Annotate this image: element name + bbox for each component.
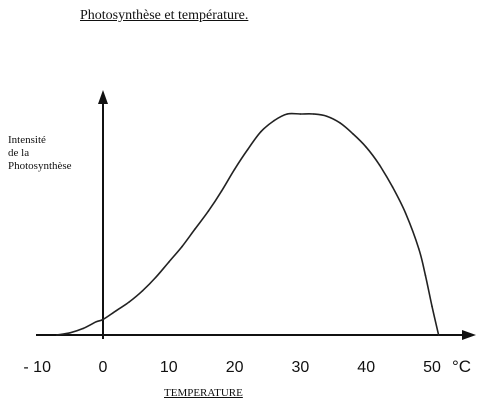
data-point	[207, 210, 210, 212]
data-point	[168, 261, 170, 263]
y-axis-arrow	[98, 90, 108, 104]
data-point	[220, 190, 223, 193]
x-unit-label: °C	[452, 357, 471, 376]
y-axis-label-line-1: Intensité	[8, 134, 46, 146]
data-point	[95, 320, 98, 323]
data-point	[365, 146, 368, 148]
x-tick-label: - 10	[23, 359, 51, 376]
y-axis-label-line-3: Photosynthèse	[8, 160, 72, 172]
data-point	[352, 133, 354, 135]
x-tick-label: 50	[423, 359, 441, 376]
data-point	[233, 168, 236, 171]
data-point	[141, 290, 144, 292]
x-tick-labels: - 10 0 10 20 30 40 50	[23, 359, 441, 376]
data-point	[194, 228, 196, 230]
data-point	[247, 148, 249, 151]
data-point	[437, 334, 440, 336]
data-point	[181, 245, 183, 248]
x-tick-label: 40	[357, 359, 375, 376]
x-axis-label: TEMPERATURE	[164, 387, 243, 399]
x-tick-label: 10	[160, 359, 178, 376]
series-points	[56, 113, 440, 336]
data-point	[299, 113, 302, 115]
y-axis-label-line-2: de la	[8, 147, 30, 159]
x-tick-label: 30	[292, 359, 310, 376]
data-point	[128, 301, 131, 303]
data-point	[339, 122, 341, 124]
data-point	[82, 327, 85, 330]
data-point	[424, 274, 427, 277]
data-point	[404, 212, 407, 215]
data-point	[325, 115, 328, 117]
data-point	[115, 309, 117, 312]
data-point	[378, 164, 381, 166]
data-point	[69, 332, 71, 334]
x-tick-label: 20	[226, 359, 244, 376]
chart-title: Photosynthèse et température.	[80, 8, 249, 23]
x-axis-arrow	[462, 330, 476, 340]
data-point	[286, 113, 289, 115]
data-point	[102, 318, 104, 321]
data-point	[273, 119, 275, 122]
data-point	[391, 186, 394, 188]
series-line	[56, 112, 440, 336]
data-point	[418, 248, 420, 250]
data-point	[312, 113, 315, 115]
x-tick-label: 0	[99, 359, 108, 376]
y-axis-label: Intensité de la Photosynthèse	[8, 134, 88, 173]
data-point	[431, 305, 433, 308]
data-point	[154, 276, 157, 279]
data-point	[56, 334, 58, 336]
data-point	[260, 130, 262, 133]
